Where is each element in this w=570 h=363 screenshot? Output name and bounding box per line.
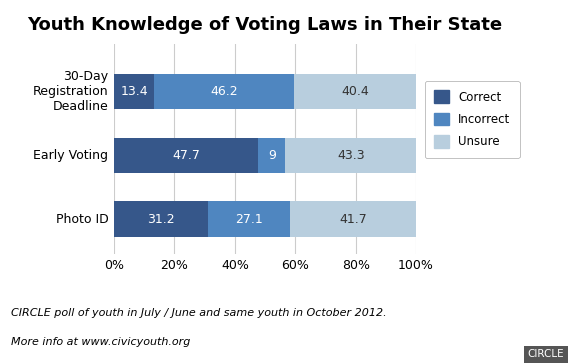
Text: 31.2: 31.2 [147,212,175,225]
Text: 40.4: 40.4 [341,85,369,98]
Text: More info at www.civicyouth.org: More info at www.civicyouth.org [11,337,191,347]
Legend: Correct, Incorrect, Unsure: Correct, Incorrect, Unsure [425,81,520,158]
Bar [154,74,294,109]
Text: 47.7: 47.7 [172,149,200,162]
Bar [294,74,416,109]
Text: 43.3: 43.3 [337,149,364,162]
Text: CIRCLE: CIRCLE [528,349,564,359]
Bar [114,74,154,109]
Text: 9: 9 [268,149,276,162]
Bar [258,138,286,173]
Title: Youth Knowledge of Voting Laws in Their State: Youth Knowledge of Voting Laws in Their … [27,16,503,34]
Bar [286,138,416,173]
Bar [290,201,416,237]
Bar [208,201,290,237]
Bar [114,138,258,173]
Text: 46.2: 46.2 [210,85,238,98]
Bar [114,201,208,237]
Text: 27.1: 27.1 [235,212,263,225]
Text: 41.7: 41.7 [339,212,367,225]
Text: CIRCLE poll of youth in July / June and same youth in October 2012.: CIRCLE poll of youth in July / June and … [11,308,387,318]
Text: 13.4: 13.4 [120,85,148,98]
